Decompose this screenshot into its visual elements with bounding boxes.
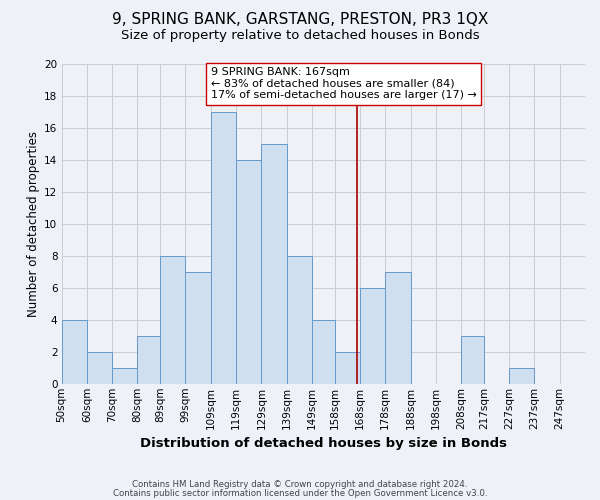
Bar [262,144,287,384]
Bar [137,336,160,384]
Bar [360,288,385,384]
Bar [509,368,535,384]
Bar [461,336,484,384]
Bar [112,368,137,384]
Bar [160,256,185,384]
Bar [62,320,87,384]
Bar [335,352,360,384]
Bar [185,272,211,384]
X-axis label: Distribution of detached houses by size in Bonds: Distribution of detached houses by size … [140,437,507,450]
Text: Contains HM Land Registry data © Crown copyright and database right 2024.: Contains HM Land Registry data © Crown c… [132,480,468,489]
Bar [287,256,312,384]
Text: 9 SPRING BANK: 167sqm
← 83% of detached houses are smaller (84)
17% of semi-deta: 9 SPRING BANK: 167sqm ← 83% of detached … [211,67,476,100]
Bar [236,160,262,384]
Bar [87,352,112,384]
Y-axis label: Number of detached properties: Number of detached properties [27,131,40,317]
Bar [211,112,236,384]
Text: Contains public sector information licensed under the Open Government Licence v3: Contains public sector information licen… [113,488,487,498]
Text: 9, SPRING BANK, GARSTANG, PRESTON, PR3 1QX: 9, SPRING BANK, GARSTANG, PRESTON, PR3 1… [112,12,488,28]
Bar [312,320,335,384]
Text: Size of property relative to detached houses in Bonds: Size of property relative to detached ho… [121,29,479,42]
Bar [385,272,410,384]
